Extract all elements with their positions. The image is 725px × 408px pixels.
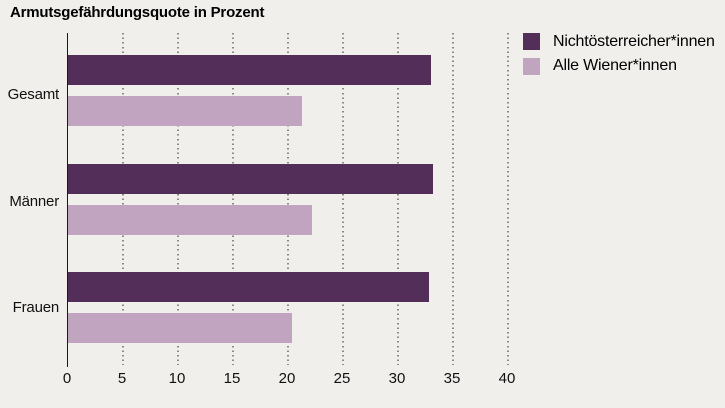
x-tick-label: 25 bbox=[333, 370, 351, 387]
x-tick-label: 35 bbox=[443, 370, 461, 387]
bar bbox=[68, 313, 293, 343]
gridline bbox=[177, 33, 179, 365]
x-tick-label: 30 bbox=[388, 370, 406, 387]
bar bbox=[68, 204, 313, 235]
legend: Nichtösterreicher*innen Alle Wiener*innen bbox=[523, 33, 715, 75]
gridline bbox=[397, 33, 399, 365]
bar bbox=[68, 55, 431, 85]
bar bbox=[68, 163, 434, 194]
legend-label: Alle Wiener*innen bbox=[553, 57, 677, 74]
legend-swatch bbox=[523, 33, 540, 50]
chart-title: Armutsgefährdungsquote in Prozent bbox=[10, 4, 265, 21]
gridline bbox=[122, 33, 124, 365]
bar bbox=[68, 272, 429, 302]
legend-item: Alle Wiener*innen bbox=[523, 57, 715, 75]
x-tick-label: 5 bbox=[117, 370, 127, 387]
legend-label: Nichtösterreicher*innen bbox=[553, 32, 715, 50]
x-tick-label: 15 bbox=[223, 370, 241, 387]
gridline bbox=[287, 33, 289, 365]
category-label: Gesamt bbox=[7, 86, 60, 103]
bar bbox=[68, 96, 303, 126]
x-tick-label: 0 bbox=[62, 370, 72, 387]
x-tick-label: 10 bbox=[168, 370, 186, 387]
plot-area bbox=[67, 33, 725, 367]
gridline bbox=[452, 33, 454, 365]
category-label: Frauen bbox=[12, 299, 60, 316]
gridline bbox=[232, 33, 234, 365]
legend-item: Nichtösterreicher*innen bbox=[523, 33, 715, 50]
category-label: Männer bbox=[9, 193, 59, 210]
legend-swatch bbox=[523, 57, 540, 75]
gridline bbox=[342, 33, 344, 365]
gridline bbox=[507, 33, 509, 365]
x-tick-label: 40 bbox=[498, 370, 516, 387]
x-tick-label: 20 bbox=[278, 370, 296, 387]
